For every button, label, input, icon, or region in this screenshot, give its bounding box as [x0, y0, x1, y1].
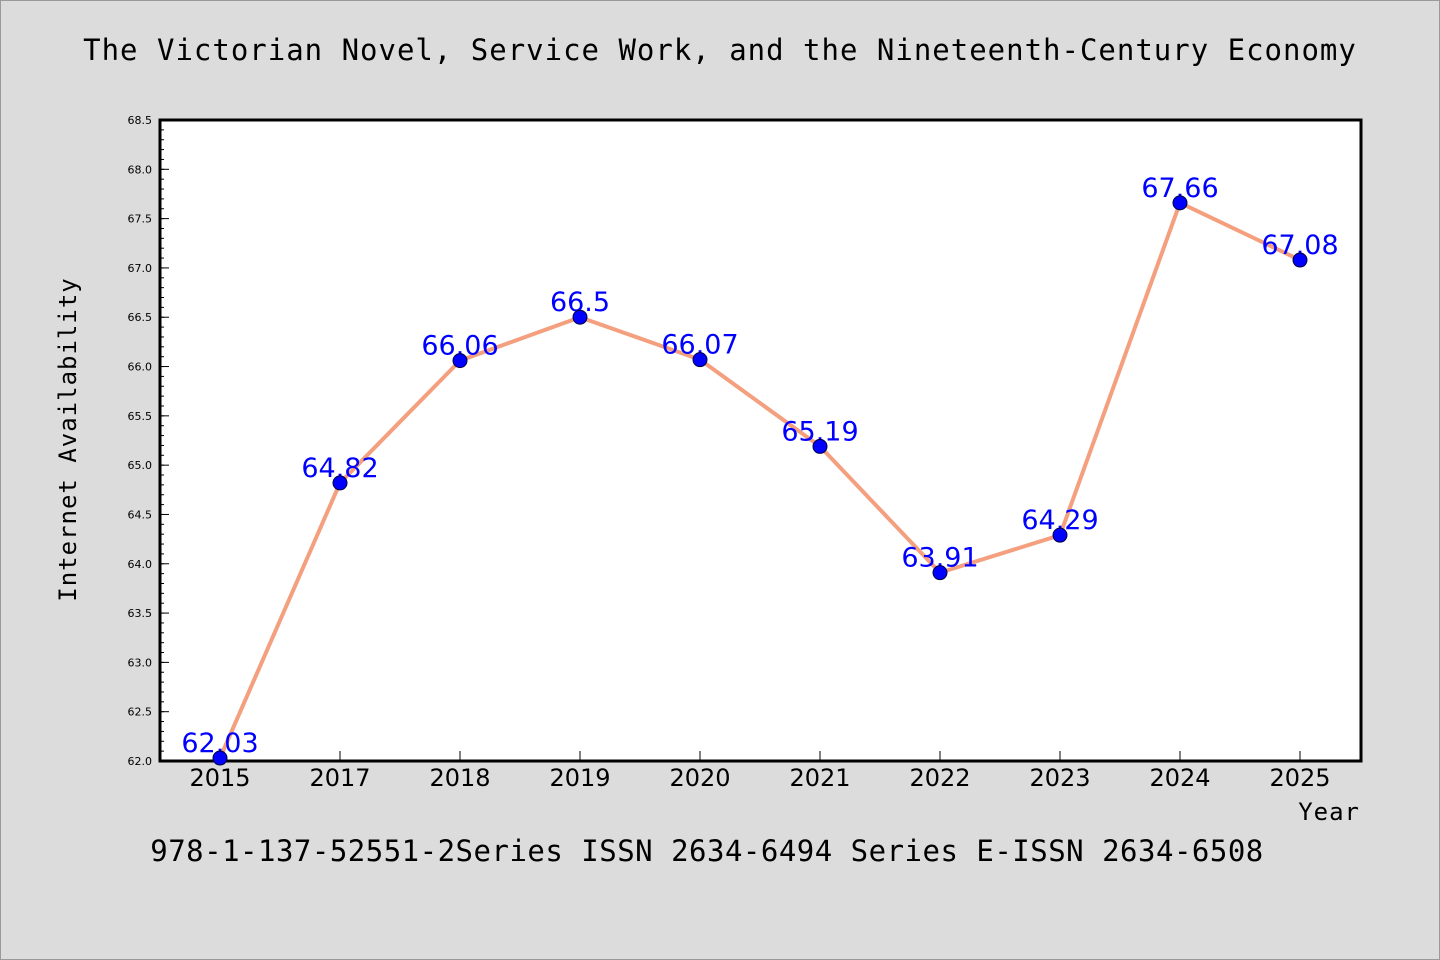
y-tick-label: 62.0 — [128, 755, 153, 768]
series-line — [218, 200, 1301, 759]
y-tick-label: 66.0 — [128, 361, 153, 374]
x-tick-label: 2022 — [909, 764, 970, 792]
x-tick-label: 2020 — [669, 764, 730, 792]
y-tick-label: 62.5 — [128, 706, 153, 719]
y-tick-label: 65.5 — [128, 410, 153, 423]
data-point — [932, 565, 948, 581]
data-point — [812, 438, 828, 454]
data-point — [692, 352, 708, 368]
plot-frame — [158, 118, 1363, 763]
x-tick-label: 2017 — [309, 764, 370, 792]
y-tick-label: 67.5 — [128, 213, 153, 226]
data-point — [1052, 527, 1068, 543]
data-point — [212, 750, 228, 766]
y-axis-title: Internet Availability — [54, 277, 82, 601]
x-tick-label: 2018 — [429, 764, 490, 792]
y-tick-label: 63.0 — [128, 656, 153, 669]
y-tick-label: 68.0 — [128, 163, 153, 176]
y-tick-label: 64.5 — [128, 508, 153, 521]
y-tick-label: 64.0 — [128, 558, 153, 571]
x-tick-label: 2025 — [1269, 764, 1330, 792]
x-tick-label: 2021 — [789, 764, 850, 792]
x-tick-label: 2023 — [1029, 764, 1090, 792]
data-point — [332, 475, 348, 491]
data-point — [452, 353, 468, 369]
x-tick-label: 2015 — [189, 764, 250, 792]
data-point — [1292, 252, 1308, 268]
x-tick-label: 2024 — [1149, 764, 1210, 792]
y-tick-label: 68.5 — [128, 114, 153, 127]
data-point — [1172, 195, 1188, 211]
chart-title: The Victorian Novel, Service Work, and t… — [83, 33, 1357, 67]
x-tick-label: 2019 — [549, 764, 610, 792]
data-point — [572, 309, 588, 325]
x-axis-title: Year — [1298, 798, 1360, 826]
y-tick-label: 66.5 — [128, 311, 153, 324]
isbn-footer: 978-1-137-52551-2Series ISSN 2634-6494 S… — [150, 834, 1264, 868]
plot-area — [160, 120, 1361, 761]
y-tick-label: 67.0 — [128, 262, 153, 275]
y-tick-label: 65.0 — [128, 459, 153, 472]
y-tick-label: 63.5 — [128, 607, 153, 620]
